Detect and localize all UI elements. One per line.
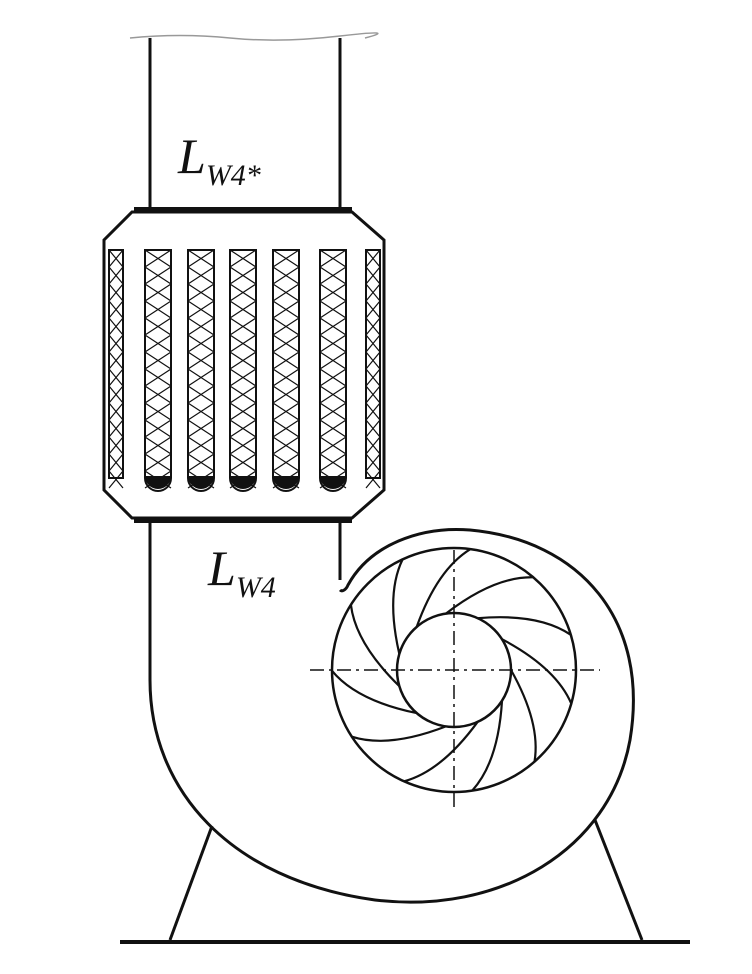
centerline-crosshair: [310, 550, 600, 810]
splitter-zigzag: [271, 249, 301, 489]
fan-blade: [415, 548, 472, 628]
silencer-splitter: [186, 249, 216, 492]
fan-blade: [331, 670, 417, 715]
silencer: [102, 207, 386, 523]
silencer-splitters: [108, 249, 381, 492]
silencer-splitter: [143, 249, 173, 492]
splitter-base: [320, 476, 346, 489]
splitter-zigzag: [186, 249, 216, 489]
splitter-base: [273, 476, 299, 489]
fan-support-stand: [168, 819, 644, 941]
upper-label-sub: W4*: [206, 159, 261, 192]
silencer-splitter: [318, 249, 348, 492]
right-support-leg: [593, 819, 644, 941]
fan-blade: [403, 721, 479, 783]
impeller-blades: [331, 548, 573, 792]
lower-label-sub: W4: [236, 571, 276, 604]
splitter-zigzag: [108, 249, 124, 489]
fan-blade: [351, 725, 447, 742]
fan-blade: [392, 558, 404, 655]
lower-label-main: L: [207, 540, 236, 596]
fan-impeller: [310, 546, 600, 810]
splitter-zigzag: [228, 249, 258, 489]
upper-label-main: L: [177, 128, 206, 184]
silencer-splitter-partial: [365, 249, 381, 489]
splitter-base: [230, 476, 256, 489]
fan-blade: [445, 576, 534, 615]
fan-blade: [471, 700, 504, 792]
splitter-base: [188, 476, 214, 489]
splitter-zigzag: [143, 249, 173, 489]
fan-blade: [349, 604, 401, 687]
fan-blade: [510, 669, 537, 762]
lower-sound-power-label: LW4: [207, 540, 276, 604]
silencer-splitter: [271, 249, 301, 492]
silencer-splitter: [228, 249, 258, 492]
fan-volute-casing: [148, 527, 635, 904]
left-support-leg: [168, 825, 214, 941]
splitter-zigzag: [365, 249, 381, 489]
splitter-zigzag: [318, 249, 348, 489]
splitter-base: [145, 476, 171, 489]
fan-blade: [477, 616, 572, 636]
upper-duct: [148, 38, 342, 208]
silencer-splitter-partial: [108, 249, 124, 489]
connecting-duct: [148, 522, 342, 680]
silencer-casing: [102, 210, 386, 520]
upper-sound-power-label: LW4*: [177, 128, 261, 192]
pipe-break-line: [129, 32, 379, 41]
